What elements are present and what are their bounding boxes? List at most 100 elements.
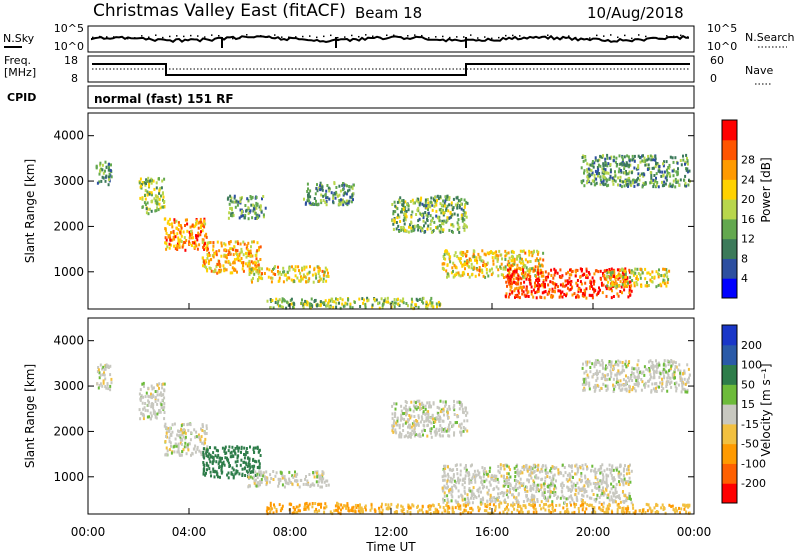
velocity-cell bbox=[231, 445, 234, 449]
velocity-cell bbox=[494, 479, 497, 483]
velocity-cell bbox=[205, 424, 208, 428]
power-cell bbox=[604, 168, 607, 172]
noise-search-point bbox=[239, 37, 241, 40]
power-cell bbox=[610, 267, 613, 271]
power-cell bbox=[393, 218, 396, 222]
power-cell bbox=[308, 199, 311, 203]
velocity-cell bbox=[461, 407, 464, 411]
velocity-cell bbox=[612, 491, 615, 495]
velocity-cell bbox=[429, 416, 432, 420]
velocity-cell bbox=[400, 413, 403, 417]
power-cell bbox=[259, 208, 262, 211]
power-ylabel: Slant Range [km] bbox=[23, 159, 37, 263]
velocity-cell bbox=[502, 464, 505, 468]
velocity-cell bbox=[103, 373, 106, 377]
power-cell bbox=[663, 180, 666, 184]
velocity-cell bbox=[190, 431, 193, 435]
power-cell bbox=[168, 223, 171, 226]
power-cell bbox=[504, 267, 507, 271]
power-cell bbox=[621, 163, 624, 167]
power-cell bbox=[154, 201, 157, 205]
power-cell bbox=[610, 274, 613, 278]
power-cell bbox=[575, 295, 577, 299]
power-cell bbox=[208, 251, 210, 255]
power-cell bbox=[649, 181, 652, 185]
power-cell bbox=[335, 186, 338, 189]
velocity-cell bbox=[622, 511, 625, 515]
velocity-cell bbox=[470, 493, 473, 497]
velocity-cell bbox=[230, 450, 233, 454]
velocity-cell bbox=[248, 457, 251, 461]
power-cell bbox=[144, 189, 147, 192]
velocity-cell bbox=[284, 478, 287, 482]
power-cell bbox=[615, 282, 618, 286]
power-cell bbox=[597, 163, 600, 167]
power-cell bbox=[582, 179, 585, 183]
power-cell bbox=[570, 280, 573, 283]
velocity-cell bbox=[212, 467, 215, 471]
power-cell bbox=[175, 219, 178, 223]
velocity-cell bbox=[421, 504, 424, 508]
power-cell bbox=[466, 261, 469, 265]
power-cell bbox=[519, 256, 522, 260]
velocity-cell bbox=[288, 477, 291, 481]
velocity-cell bbox=[270, 477, 273, 480]
velocity-cell bbox=[444, 464, 447, 468]
power-cell bbox=[146, 190, 149, 194]
power-cell bbox=[452, 261, 455, 265]
velocity-cell bbox=[468, 487, 471, 490]
velocity-cell bbox=[351, 506, 354, 510]
velocity-cell bbox=[98, 384, 101, 387]
noise-search-point bbox=[372, 35, 374, 38]
velocity-cell bbox=[434, 420, 437, 424]
power-cell bbox=[602, 175, 605, 178]
power-cell bbox=[342, 203, 345, 207]
power-cell bbox=[251, 216, 254, 220]
power-cell bbox=[504, 249, 507, 253]
velocity-cell bbox=[679, 511, 681, 515]
velocity-cell bbox=[426, 401, 429, 405]
power-cell bbox=[401, 207, 404, 211]
power-cell bbox=[452, 275, 455, 279]
power-cell bbox=[617, 170, 620, 174]
power-cell bbox=[539, 295, 542, 299]
velocity-cell bbox=[503, 467, 506, 471]
power-cell bbox=[440, 211, 443, 215]
power-cell bbox=[445, 208, 447, 212]
power-cell bbox=[453, 254, 456, 258]
power-cell bbox=[500, 273, 503, 277]
power-cell bbox=[256, 249, 259, 253]
power-cell bbox=[636, 183, 639, 187]
velocity-cell bbox=[109, 364, 112, 368]
velocity-cell bbox=[522, 482, 525, 486]
velocity-cell bbox=[395, 421, 398, 425]
power-cell bbox=[95, 164, 98, 168]
velocity-cell bbox=[506, 476, 508, 479]
velocity-cell bbox=[253, 481, 256, 485]
velocity-cell bbox=[668, 503, 671, 507]
velocity-cell bbox=[594, 485, 597, 489]
power-cell bbox=[614, 179, 617, 183]
velocity-cell bbox=[578, 510, 580, 514]
nsearch-label: N.Search bbox=[745, 31, 795, 44]
power-cell bbox=[150, 209, 153, 213]
power-cell bbox=[637, 272, 640, 275]
power-cell bbox=[685, 168, 688, 172]
velocity-cell bbox=[396, 419, 399, 423]
power-cell bbox=[216, 262, 219, 266]
power-cell bbox=[194, 242, 197, 246]
power-cell bbox=[591, 293, 594, 297]
power-cell bbox=[541, 271, 544, 275]
velocity-cell bbox=[188, 442, 191, 446]
power-cell bbox=[537, 272, 540, 276]
power-cell bbox=[419, 229, 422, 233]
velocity-cell bbox=[540, 467, 543, 471]
power-cell bbox=[507, 259, 510, 263]
velocity-cell bbox=[516, 508, 519, 512]
velocity-cell bbox=[437, 413, 440, 417]
velocity-cell bbox=[304, 504, 307, 508]
power-cell bbox=[539, 284, 542, 288]
velocity-cell bbox=[463, 466, 466, 470]
velocity-cell bbox=[360, 509, 363, 513]
velocity-cell bbox=[306, 479, 309, 483]
